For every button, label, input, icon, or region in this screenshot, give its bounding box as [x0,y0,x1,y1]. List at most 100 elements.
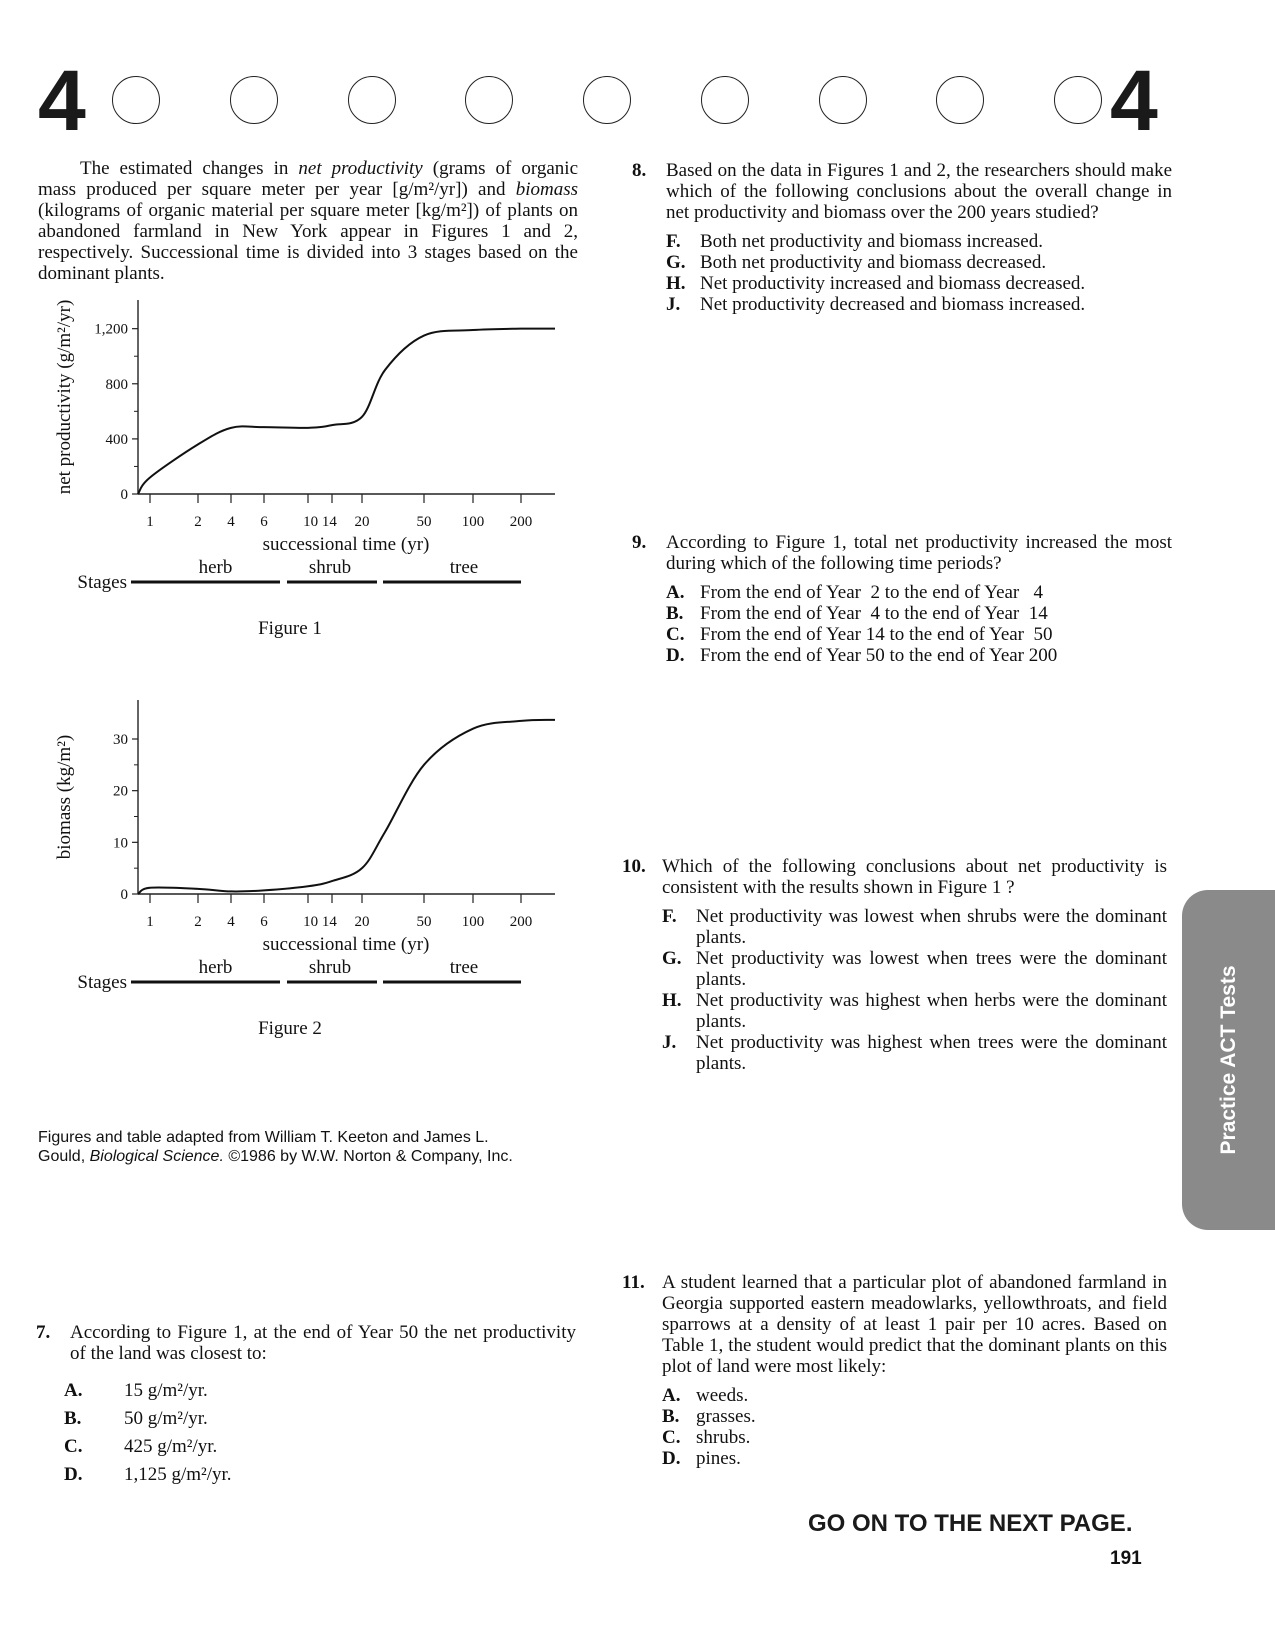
option-letter: B. [64,1408,82,1429]
figure-1-x-tick-label: 50 [417,514,432,530]
answer-option[interactable]: B. grasses. [662,1406,1167,1427]
go-on-next-page: GO ON TO THE NEXT PAGE. [808,1510,1133,1537]
option-text: weeds. [696,1385,749,1406]
answer-option[interactable]: F. Both net productivity and biomass incr… [666,231,1172,252]
question-number: 11. [622,1272,645,1293]
figure-1-x-tick-label: 100 [462,514,485,530]
header-circle [818,76,867,124]
figure-1-caption: Figure 1 [258,618,322,639]
option-text: grasses. [696,1406,756,1427]
answer-option[interactable]: A. From the end of Year 2 to the end of Y… [666,582,1172,603]
answer-option[interactable]: C. shrubs. [662,1427,1167,1448]
figure-1-y-tick-label: 1,200 [94,322,128,338]
header-circle [347,76,396,124]
figure-2-y-tick-label: 30 [113,732,128,748]
option-letter: F. [662,906,677,927]
option-text: From the end of Year 2 to the end of Yea… [700,582,1044,603]
side-tab: Practice ACT Tests [1182,890,1275,1230]
credit-line-2: Gould, Biological Science. ©1986 by W.W.… [38,1147,598,1166]
option-letter: B. [662,1406,680,1427]
figure-2-x-tick-label: 2 [194,914,202,930]
figure-2-y-tick-label: 20 [113,784,128,800]
figure-2-caption: Figure 2 [258,1018,322,1039]
figure-2-x-tick-label: 100 [462,914,485,930]
header-circle [936,76,985,124]
figure-1-x-tick-label: 1 [146,514,154,530]
question-7: 7. According to Figure 1, at the end of … [36,1322,576,1492]
figure-2-stages-label: Stages [77,972,127,993]
figure-2-stage-label: herb [199,957,233,978]
answer-option[interactable]: J. Net productivity was highest when tree… [662,1032,1167,1074]
credit-publisher: ©1986 by W.W. Norton & Company, Inc. [223,1148,513,1165]
option-letter: A. [64,1380,83,1401]
option-letter: C. [64,1436,83,1457]
option-text: Net productivity decreased and biomass i… [700,294,1086,315]
figure-2-y-tick-label: 10 [113,835,128,851]
figure-2-series-line [137,718,556,895]
header-circle [229,76,278,124]
figure-1-x-tick-label: 20 [355,514,370,530]
option-letter: J. [666,294,681,315]
answer-option[interactable]: H. Net productivity was highest when herb… [662,990,1167,1032]
option-letter: H. [662,990,682,1011]
option-text: Both net productivity and biomass increa… [700,231,1043,252]
question-number: 7. [36,1322,51,1343]
answer-option[interactable]: G. Both net productivity and biomass decr… [666,252,1172,273]
figure-1-x-tick-label: 2 [194,514,202,530]
answer-option[interactable]: D. 1,125 g/m²/yr. [64,1464,576,1485]
figure-1-y-tick-label: 800 [106,377,129,393]
answer-option[interactable]: C. From the end of Year 14 to the end of … [666,624,1172,645]
question-stem: According to Figure 1, total net product… [666,532,1172,574]
question-stem: Which of the following conclusions about… [662,856,1167,898]
header-circle [112,76,160,124]
answer-option[interactable]: A. weeds. [662,1385,1167,1406]
answer-option[interactable]: A. 15 g/m²/yr. [64,1380,576,1401]
intro-text-1: The estimated changes in [80,158,299,179]
figure-2-stage-label: tree [450,957,478,978]
answer-option[interactable]: J. Net productivity decreased and biomass… [666,294,1172,315]
question-8: 8. Based on the data in Figures 1 and 2,… [632,160,1172,315]
option-letter: B. [666,603,684,624]
answer-option[interactable]: C. 425 g/m²/yr. [64,1436,576,1457]
figure-1-y-axis-label: net productivity (g/m²/yr) [54,300,75,495]
option-letter: G. [666,252,686,273]
page-number: 191 [1110,1548,1142,1569]
answer-option[interactable]: B. 50 g/m²/yr. [64,1408,576,1429]
figure-2-x-tick-label: 50 [417,914,432,930]
question-number: 10. [622,856,646,877]
option-letter: C. [662,1427,681,1448]
option-text: 15 g/m²/yr. [124,1380,208,1401]
figure-1-stage-label: herb [199,557,233,578]
question-11: 11. A student learned that a particular … [622,1272,1167,1469]
option-text: 50 g/m²/yr. [124,1408,208,1429]
header-circle [1054,76,1102,124]
answer-option[interactable]: B. From the end of Year 4 to the end of Y… [666,603,1172,624]
option-text: Net productivity was lowest when shrubs … [696,906,1167,948]
option-letter: F. [666,231,681,252]
answer-option[interactable]: G. Net productivity was lowest when trees… [662,948,1167,990]
figure-1-y-tick-label: 400 [106,432,129,448]
figure-2-stage-label: shrub [309,957,351,978]
option-text: Net productivity was highest when herbs … [696,990,1167,1032]
answer-option[interactable]: H. Net productivity increased and biomass… [666,273,1172,294]
figure-1-x-tick-label: 4 [227,514,235,530]
option-letter: D. [662,1448,681,1469]
figure-2-x-tick-label: 10 14 [303,914,337,930]
credit-authors: Gould, [38,1148,90,1165]
answer-option[interactable]: D. From the end of Year 50 to the end of … [666,645,1172,666]
question-stem: Based on the data in Figures 1 and 2, th… [666,160,1172,223]
option-text: Net productivity was highest when trees … [696,1032,1167,1074]
option-letter: D. [64,1464,83,1485]
section-number-left: 4 [38,53,86,149]
answer-option[interactable]: D. pines. [662,1448,1167,1469]
answer-option[interactable]: F. Net productivity was lowest when shrub… [662,906,1167,948]
figure-1-stage-label: shrub [309,557,351,578]
question-number: 8. [632,160,647,181]
figure-1-chart: 0 400 800 1,200 1 2 4 6 10 14 20 50 100 200 successio… [54,300,556,639]
option-letter: J. [662,1032,677,1053]
figure-2-y-tick-label: 0 [121,887,129,903]
figure-1-x-tick-label: 10 14 [303,514,337,530]
intro-text-2: (grams of organic mass produced per squa… [38,158,578,200]
option-letter: C. [666,624,685,645]
option-letter: H. [666,273,686,294]
